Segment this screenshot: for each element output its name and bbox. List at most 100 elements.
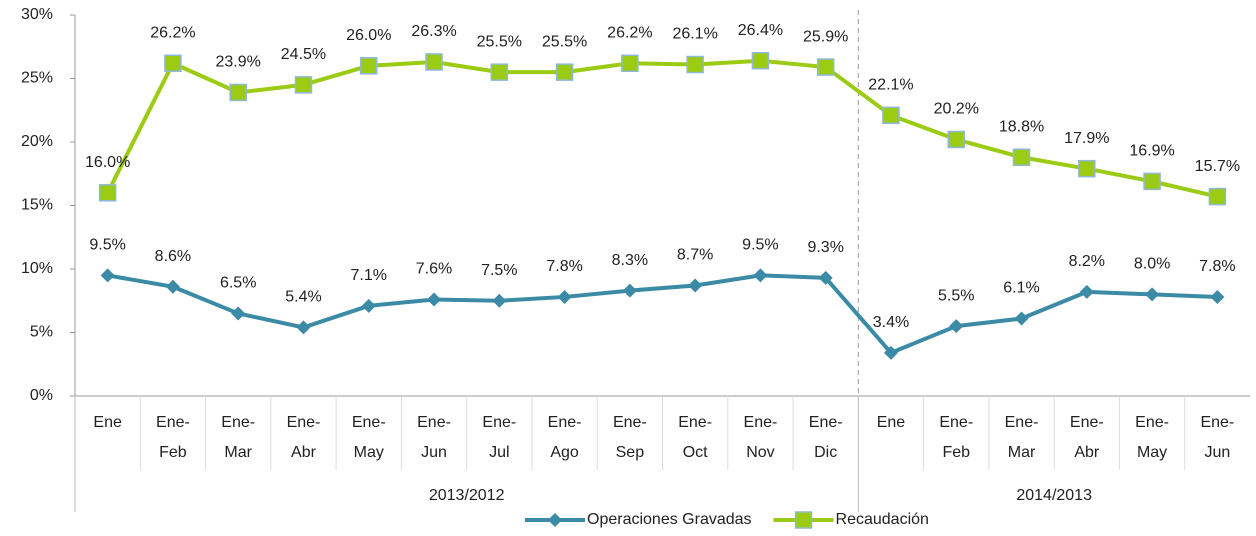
data-point — [1145, 287, 1160, 302]
x-tick-label: Ene — [877, 414, 906, 431]
data-label: 25.9% — [803, 28, 848, 45]
data-point — [1012, 148, 1031, 166]
x-tick-label: Ene-Feb — [939, 414, 973, 461]
data-label: 8.6% — [155, 248, 191, 265]
data-label: 25.5% — [542, 33, 587, 50]
data-point — [294, 76, 313, 94]
y-tick-label: 20% — [21, 133, 53, 150]
data-label: 22.1% — [868, 77, 913, 94]
data-label: 7.6% — [416, 261, 452, 278]
data-label: 7.8% — [1199, 258, 1235, 275]
data-label: 26.2% — [607, 24, 652, 41]
legend-marker — [794, 511, 813, 529]
x-tick-label: Ene — [93, 414, 122, 431]
x-tick-label: Ene-Oct — [678, 414, 712, 461]
data-label: 3.4% — [873, 314, 909, 331]
data-label: 8.2% — [1069, 253, 1105, 270]
data-point — [1210, 289, 1225, 304]
x-tick-label: Ene-May — [1135, 414, 1169, 461]
data-point — [555, 63, 574, 81]
data-label: 17.9% — [1064, 130, 1109, 147]
series-line — [105, 58, 1218, 199]
data-label: 26.3% — [411, 23, 456, 40]
data-point — [164, 54, 182, 73]
y-tick-label: 10% — [21, 260, 53, 277]
data-point — [1208, 187, 1227, 206]
data-label: 26.4% — [738, 22, 783, 39]
data-point — [492, 293, 507, 308]
legend-label: Recaudación — [836, 511, 929, 528]
data-label: 5.4% — [285, 289, 321, 306]
data-point — [1078, 159, 1096, 178]
x-tick-label: Ene-Ago — [548, 414, 582, 461]
data-point — [686, 55, 704, 74]
group-label: 2013/2012 — [429, 487, 505, 504]
data-label: 7.8% — [546, 258, 582, 275]
data-label: 5.5% — [938, 287, 974, 304]
x-tick-label: Ene-Jul — [482, 414, 516, 461]
x-tick-label: Ene-Dic — [809, 414, 843, 461]
data-label: 6.1% — [1003, 280, 1039, 297]
x-tick-label: Ene-Feb — [156, 414, 190, 461]
legend-item: Recaudación — [773, 511, 929, 529]
data-point — [688, 278, 703, 293]
data-label: 9.5% — [89, 237, 125, 254]
data-label: 26.1% — [672, 26, 717, 43]
x-tick-label: Ene-Sep — [613, 414, 647, 461]
data-label: 15.7% — [1195, 158, 1240, 175]
data-point — [751, 51, 770, 70]
x-tick-label: Ene-Mar — [1005, 414, 1039, 461]
y-tick-label: 0% — [30, 387, 53, 404]
data-point — [425, 53, 443, 71]
data-point — [949, 319, 964, 334]
data-label: 24.5% — [281, 46, 326, 63]
data-label: 16.0% — [85, 154, 130, 171]
data-point — [229, 83, 247, 102]
data-point — [296, 320, 311, 335]
group-label: 2014/2013 — [1016, 487, 1092, 504]
data-label: 9.5% — [742, 237, 778, 254]
data-point — [557, 289, 572, 304]
series-line — [107, 273, 1218, 355]
data-label: 7.1% — [351, 267, 387, 284]
data-point — [622, 283, 637, 298]
data-point — [947, 130, 965, 149]
data-point — [753, 268, 768, 283]
x-tick-label: Ene-Nov — [744, 414, 778, 461]
x-tick-label: Ene-Abr — [1070, 414, 1104, 461]
y-tick-label: 15% — [21, 197, 53, 214]
legend-marker — [548, 513, 562, 527]
data-label: 8.3% — [612, 252, 648, 269]
data-label: 9.3% — [807, 239, 843, 256]
data-point — [818, 270, 833, 285]
legend-item: Operaciones Gravadas — [525, 511, 752, 528]
data-label: 8.7% — [677, 247, 713, 264]
y-tick-label: 25% — [21, 70, 53, 87]
y-tick-label: 5% — [30, 324, 53, 341]
data-label: 6.5% — [220, 275, 256, 292]
data-point — [883, 345, 898, 360]
data-point — [361, 298, 376, 313]
data-point — [427, 292, 442, 307]
data-point — [1143, 172, 1161, 191]
data-label: 26.0% — [346, 27, 391, 44]
y-tick-label: 30% — [21, 6, 53, 23]
data-label: 16.9% — [1129, 143, 1174, 160]
x-tick-label: Ene-Jun — [417, 414, 451, 461]
data-point — [882, 106, 900, 125]
data-point — [100, 268, 115, 283]
x-tick-label: Ene-Jun — [1200, 414, 1234, 461]
data-label: 23.9% — [216, 54, 261, 71]
x-tick-label: Ene-May — [352, 414, 386, 461]
data-label: 8.0% — [1134, 256, 1170, 273]
data-point — [360, 57, 378, 75]
x-tick-label: Ene-Abr — [287, 414, 321, 461]
data-point — [1079, 284, 1094, 299]
x-tick-label: Ene-Mar — [221, 414, 255, 461]
data-point — [490, 63, 509, 81]
data-point — [98, 184, 117, 202]
data-point — [1014, 311, 1029, 326]
data-point — [231, 306, 246, 321]
data-point — [165, 279, 180, 294]
